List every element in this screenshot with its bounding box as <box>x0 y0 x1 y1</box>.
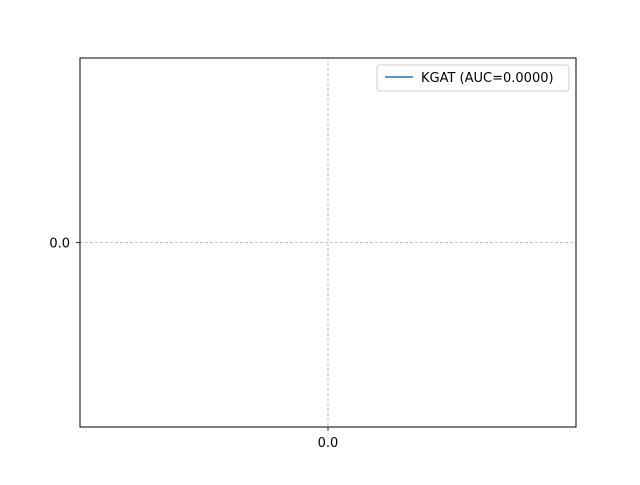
y-axis-ticks: 0.0 <box>49 237 80 252</box>
legend-entries: KGAT (AUC=0.0000) <box>385 71 554 86</box>
grid-lines <box>80 58 576 427</box>
legend: KGAT (AUC=0.0000) <box>376 64 570 92</box>
y-tick-label: 0.0 <box>49 237 70 252</box>
legend-box <box>376 64 570 92</box>
legend-label: KGAT (AUC=0.0000) <box>421 71 554 86</box>
x-tick-label: 0.0 <box>318 436 339 451</box>
x-axis-ticks: 0.0 <box>318 427 339 451</box>
